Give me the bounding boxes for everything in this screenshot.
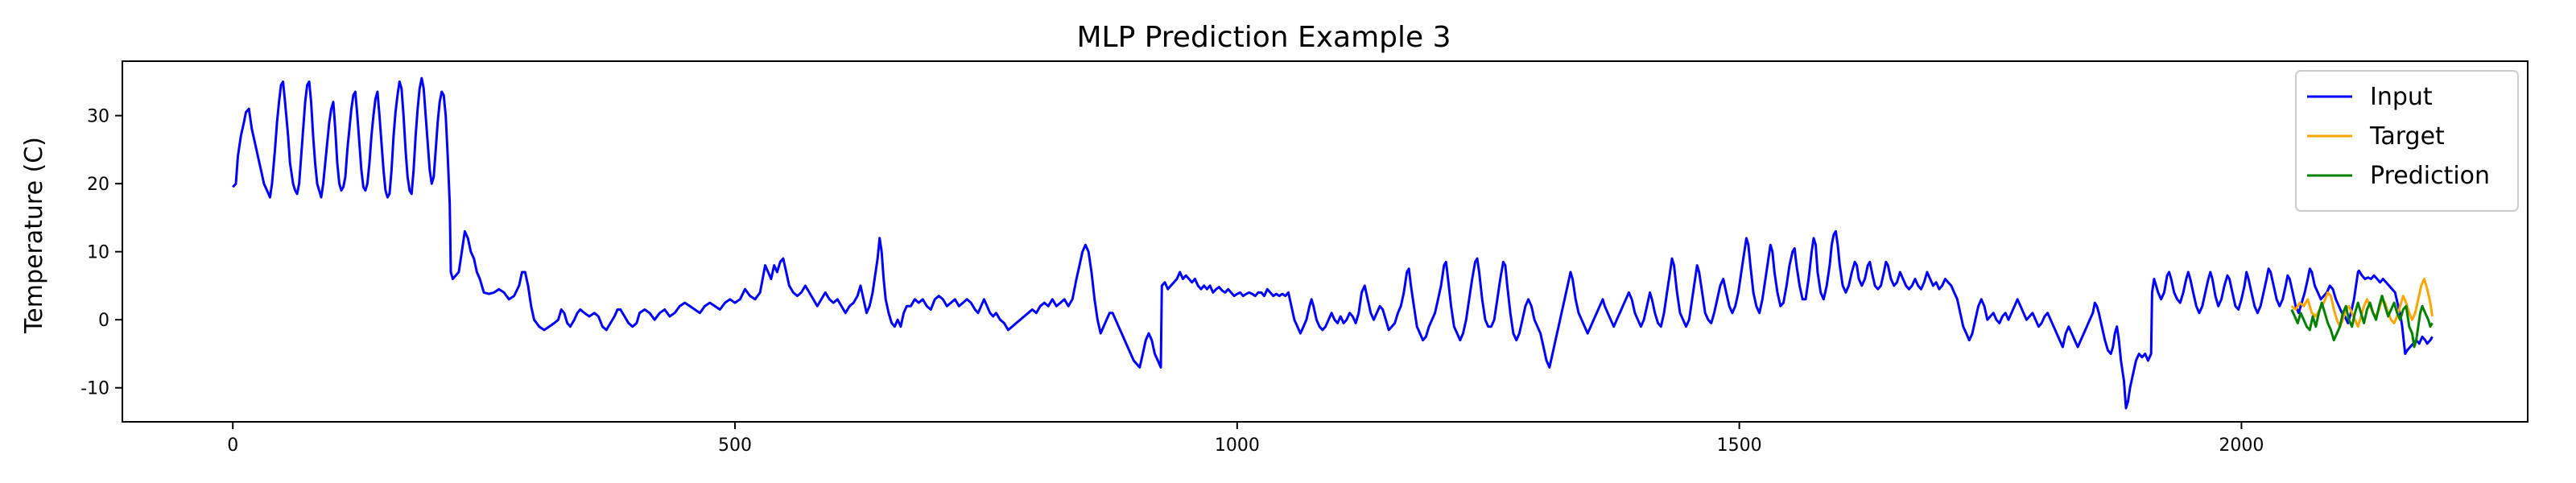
chart-title: MLP Prediction Example 3 <box>1076 21 1451 54</box>
legend-label-target: Target <box>2369 122 2445 151</box>
plot-frame <box>122 60 2529 423</box>
series-line-prediction <box>2290 295 2434 349</box>
x-tick-label: 1000 <box>1215 436 1260 456</box>
legend: Input Target Prediction <box>2295 70 2519 212</box>
x-tick-label: 2000 <box>2219 436 2264 456</box>
x-tick-label: 0 <box>227 436 238 456</box>
legend-label-input: Input <box>2370 83 2433 111</box>
series-line-input <box>232 76 2434 410</box>
x-tick-label: 1500 <box>1717 436 1762 456</box>
y-tick-label: 0 <box>98 311 109 331</box>
ticks-layer: 0 500 1000 1500 2000 -10 0 10 20 30 <box>80 107 2264 456</box>
x-tick-label: 500 <box>718 436 752 456</box>
legend-label-prediction: Prediction <box>2370 162 2490 190</box>
y-tick-label: -10 <box>80 379 109 399</box>
series-layer <box>232 76 2434 410</box>
y-tick-label: 30 <box>87 107 109 127</box>
y-tick-label: 20 <box>87 175 109 195</box>
y-tick-label: 10 <box>87 243 109 263</box>
y-axis-label: Temperature (C) <box>20 137 48 334</box>
